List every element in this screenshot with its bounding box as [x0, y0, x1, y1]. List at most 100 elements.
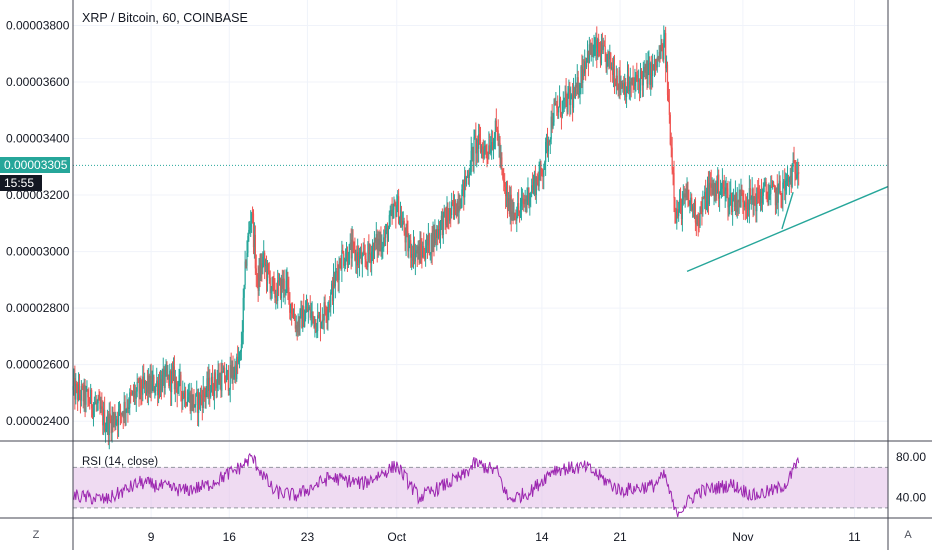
candle-body — [223, 367, 225, 373]
candle-body — [701, 207, 703, 212]
candle-body — [111, 416, 113, 434]
candle-body — [621, 83, 623, 88]
candle-body — [141, 392, 143, 395]
candle-body — [550, 116, 552, 140]
candle-body — [285, 280, 287, 290]
candle-body — [628, 89, 630, 92]
candle-body — [212, 393, 215, 397]
candle-body — [342, 250, 344, 254]
candle-body — [601, 42, 603, 51]
candle-body — [240, 344, 242, 352]
candle-body — [623, 83, 625, 95]
candle-body — [378, 238, 380, 245]
candle-body — [600, 42, 603, 64]
candle-body — [252, 213, 255, 248]
candle-body — [685, 193, 687, 198]
candle-body — [572, 94, 574, 108]
candle-body — [535, 177, 537, 195]
candle-body — [417, 246, 419, 254]
candle-body — [122, 412, 124, 419]
candle-body — [611, 67, 613, 69]
auto-scale-button[interactable]: A — [904, 529, 912, 541]
candle-body — [551, 116, 553, 128]
candle-body — [372, 245, 375, 259]
candle-body — [459, 206, 461, 209]
candle-body — [705, 201, 708, 210]
candle-body — [100, 406, 102, 409]
candle-body — [671, 147, 673, 170]
candle-body — [401, 223, 403, 227]
candle-body — [706, 184, 709, 202]
candle-body — [291, 314, 294, 317]
candle-body — [453, 199, 456, 209]
candle-body — [482, 149, 484, 159]
candle-body — [399, 215, 402, 218]
candle-body — [528, 187, 530, 206]
candle-body — [657, 57, 659, 60]
rsi-tick-label: 40.00 — [896, 491, 926, 505]
candle-body — [190, 394, 192, 411]
candle-body — [162, 368, 164, 375]
candle-body — [597, 39, 599, 57]
candle-body — [227, 370, 229, 391]
candle-body — [576, 77, 578, 88]
candle-body — [228, 389, 230, 391]
candle-body — [692, 206, 695, 217]
candle-body — [692, 206, 694, 211]
candle-body — [359, 252, 362, 257]
candle-body — [648, 63, 650, 65]
candle-body — [637, 78, 639, 82]
candle-body — [385, 230, 387, 238]
candle-body — [309, 307, 311, 318]
candle-body — [304, 319, 306, 327]
candle-body — [602, 45, 604, 51]
candle-body — [681, 199, 683, 220]
candle-body — [709, 182, 711, 184]
candle-body — [759, 191, 762, 204]
candle-body — [255, 268, 257, 274]
candle-body — [333, 274, 336, 287]
time-tick-label: 9 — [148, 530, 155, 544]
candle-body — [570, 95, 572, 106]
candle-body — [238, 352, 241, 359]
candle-body — [124, 401, 126, 414]
candle-body — [682, 193, 684, 200]
time-tick-label: 21 — [613, 530, 627, 544]
candle-body — [463, 179, 465, 198]
candle-body — [147, 375, 149, 393]
candle-body — [384, 237, 386, 239]
candle-body — [585, 57, 588, 68]
candle-body — [784, 180, 786, 191]
candle-body — [635, 74, 637, 83]
candle-body — [656, 57, 658, 68]
candle-body — [154, 390, 156, 392]
candle-body — [476, 139, 478, 154]
candle-body — [199, 394, 202, 405]
candle-body — [389, 214, 391, 216]
candle-body — [310, 313, 312, 318]
candle-body — [144, 381, 146, 385]
candle-body — [518, 211, 521, 214]
candle-body — [750, 196, 752, 200]
candle-body — [146, 381, 149, 393]
candle-body — [224, 381, 227, 383]
candle-body — [770, 186, 772, 195]
candle-body — [445, 216, 447, 225]
candle-body — [710, 183, 712, 188]
candle-body — [358, 251, 360, 263]
candle-body — [356, 253, 358, 266]
candle-body — [96, 403, 98, 405]
candle-body — [585, 61, 587, 68]
candle-body — [97, 397, 99, 404]
candle-body — [530, 193, 532, 197]
candle-body — [478, 134, 480, 149]
candle-body — [465, 176, 467, 185]
log-scale-button[interactable]: Z — [32, 529, 40, 541]
candle-body — [490, 149, 492, 153]
candle-body — [81, 385, 83, 388]
candle-body — [385, 227, 388, 231]
candle-body — [391, 209, 393, 217]
candle-body — [331, 283, 334, 301]
candle-body — [140, 378, 142, 393]
